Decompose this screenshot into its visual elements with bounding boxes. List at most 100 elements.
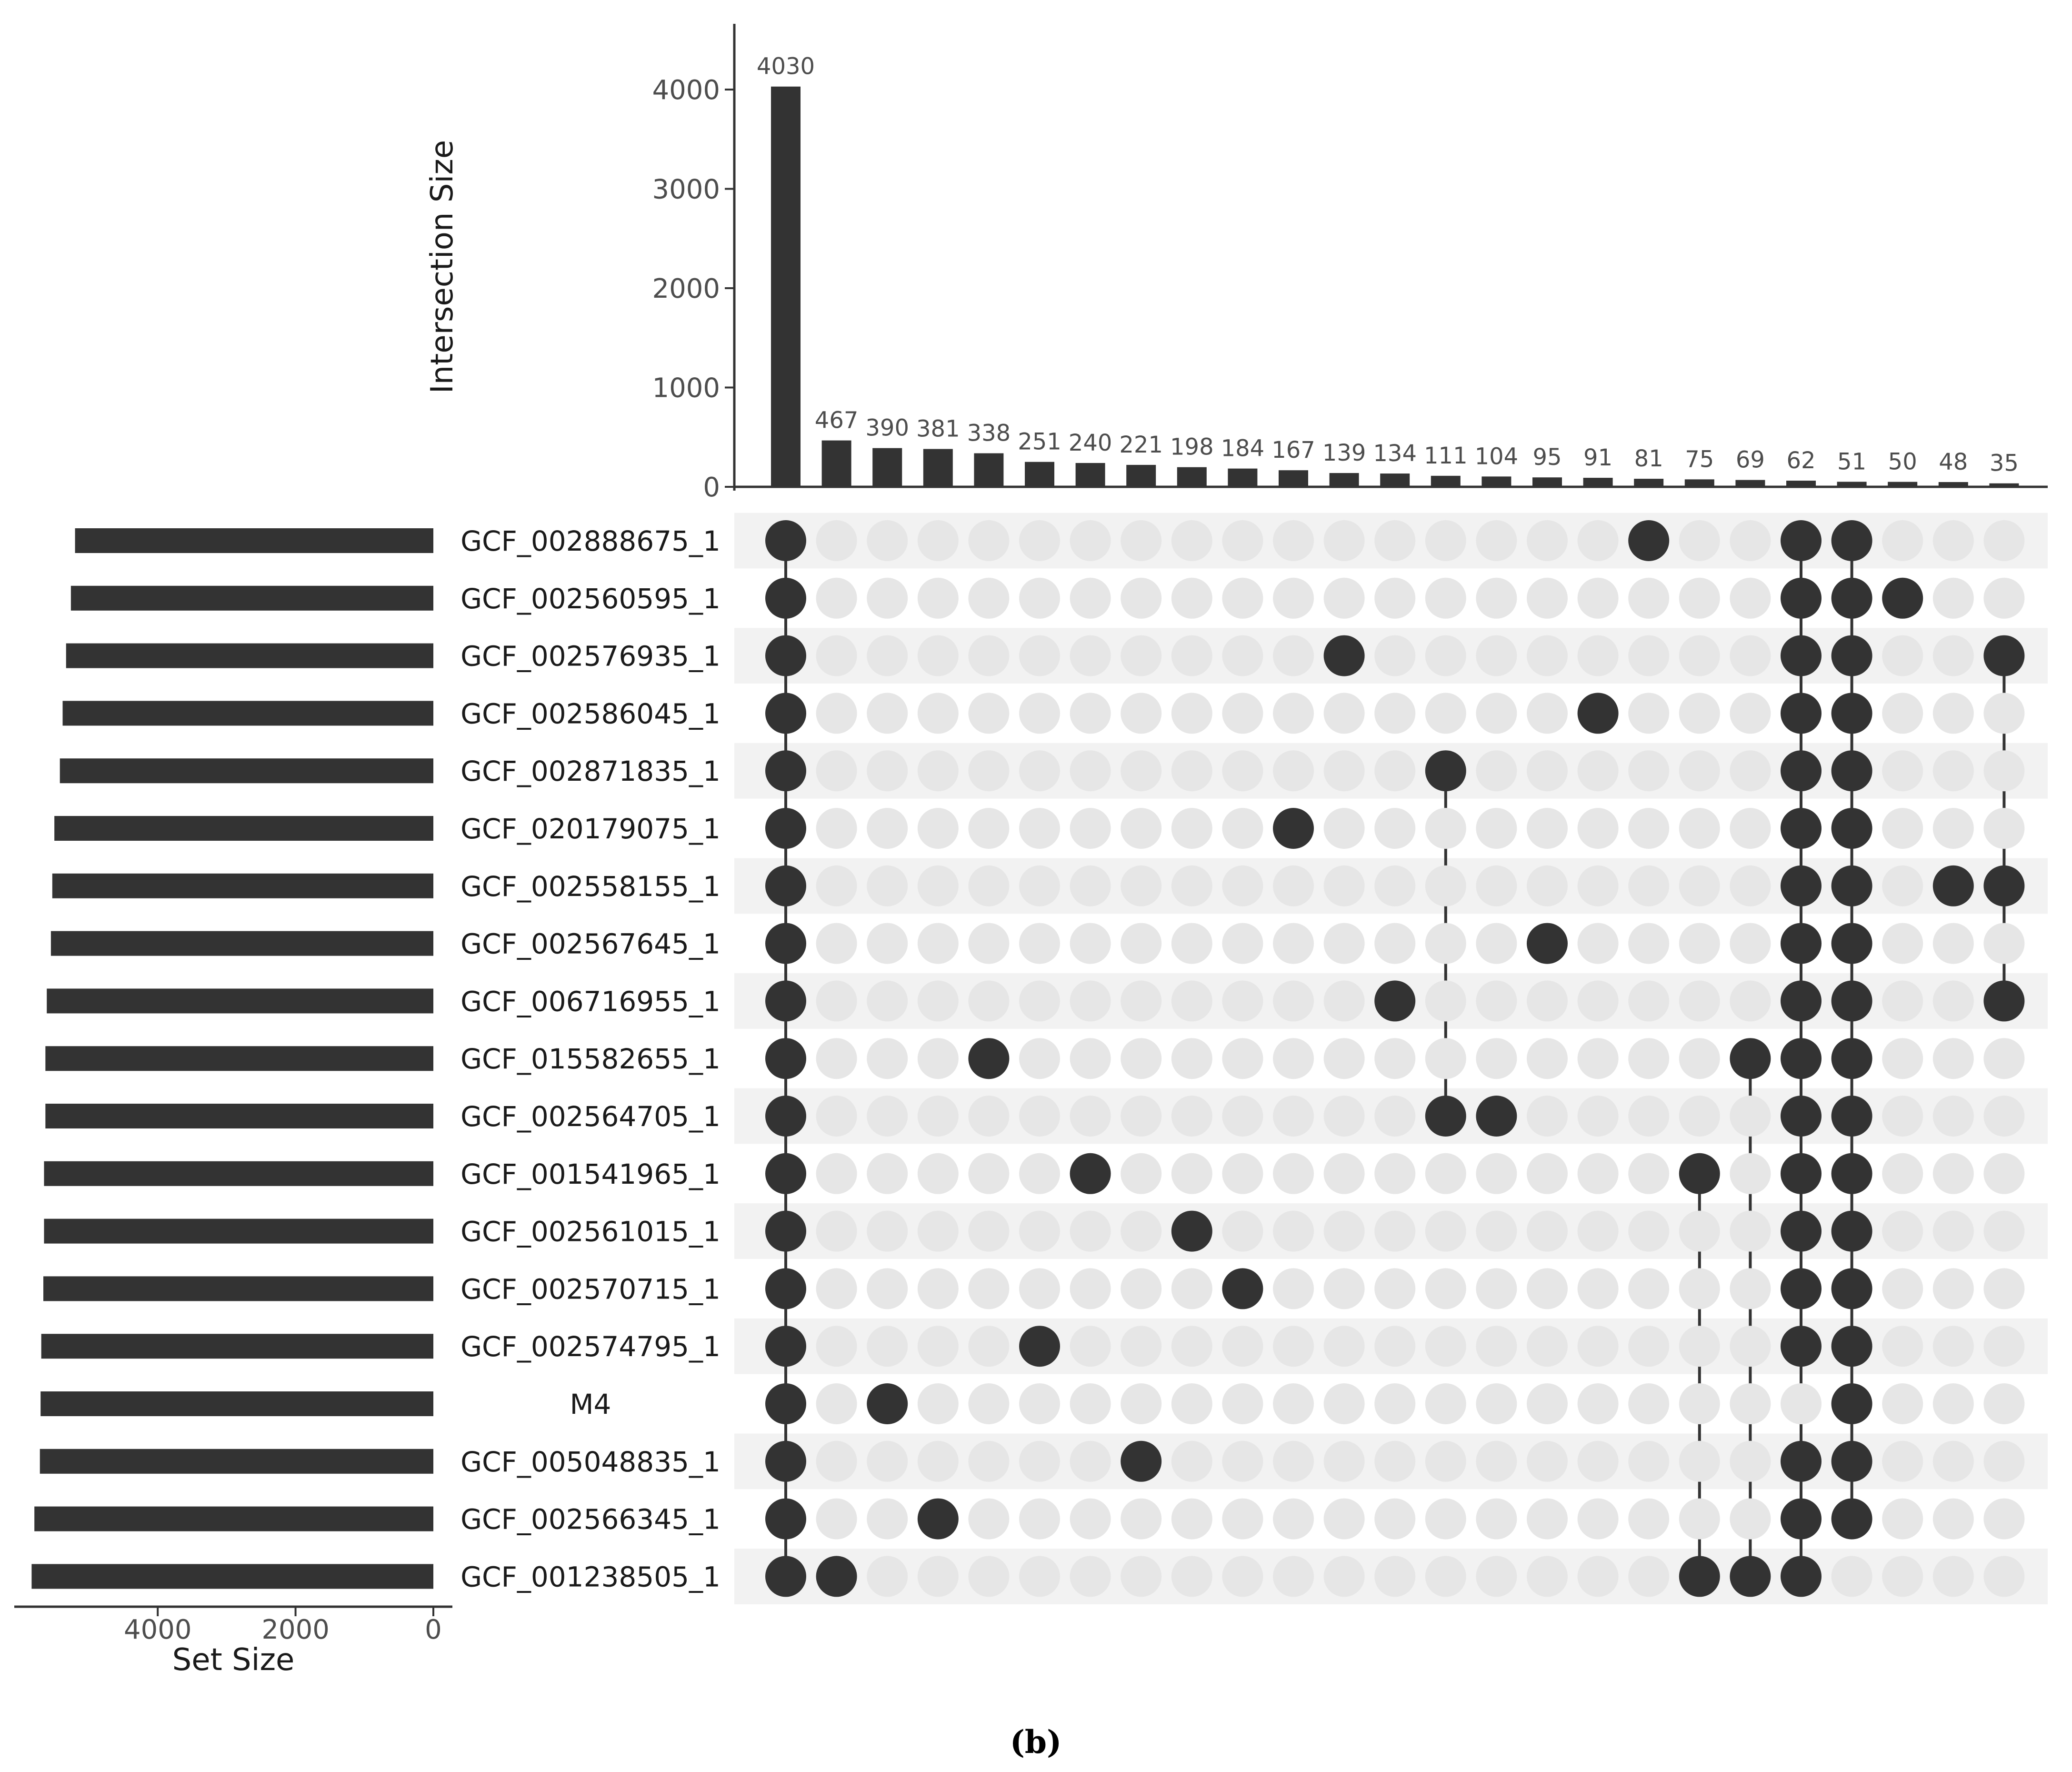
matrix-dot-inactive (816, 1038, 857, 1079)
matrix-dot-inactive (917, 980, 959, 1022)
matrix-dot-inactive (1070, 693, 1111, 734)
matrix-dot-inactive (1121, 1498, 1162, 1540)
matrix-dot-active (1781, 1210, 1822, 1252)
matrix-dot-inactive (1121, 1556, 1162, 1597)
matrix-dot-active (1781, 865, 1822, 906)
intersection-bar (1684, 479, 1714, 487)
matrix-dot-inactive (1323, 577, 1365, 619)
matrix-dot-inactive (1932, 1383, 1974, 1424)
matrix-dot-active (1781, 980, 1822, 1022)
matrix-dot-active (816, 1556, 857, 1597)
matrix-dot-inactive (867, 693, 908, 734)
set-label: GCF_020179075_1 (460, 813, 721, 845)
matrix-dot-inactive (1273, 1210, 1314, 1252)
intersection-bar (821, 440, 851, 487)
intersection-bar (1583, 478, 1613, 487)
matrix-dot-inactive (1730, 1210, 1771, 1252)
matrix-dot-inactive (1983, 693, 2025, 734)
matrix-dot-inactive (816, 693, 857, 734)
intersection-bar (771, 86, 801, 487)
matrix-dot-inactive (1070, 750, 1111, 792)
matrix-dot-inactive (867, 1556, 908, 1597)
set-size-tick-label: 2000 (261, 1614, 330, 1645)
matrix-dot-inactive (1527, 808, 1568, 849)
matrix-dot-inactive (1425, 577, 1466, 619)
matrix-dot-inactive (1628, 923, 1670, 964)
matrix-dot-active (765, 865, 806, 906)
matrix-dot-inactive (1425, 1556, 1466, 1597)
matrix-dot-inactive (1019, 1038, 1060, 1079)
matrix-dot-inactive (917, 1038, 959, 1079)
matrix-dot-inactive (1577, 1096, 1619, 1137)
matrix-dot-inactive (1932, 1498, 1974, 1540)
matrix-dot-inactive (1171, 1268, 1212, 1309)
matrix-dot-inactive (1323, 1210, 1365, 1252)
matrix-dot-active (1983, 980, 2025, 1022)
intersection-bar-label: 338 (967, 420, 1011, 447)
matrix-dot-inactive (1171, 1326, 1212, 1367)
set-size-axis: Set Size 4000 2000 0 (14, 1605, 452, 1678)
matrix-dot-inactive (1577, 1268, 1619, 1309)
matrix-dot-inactive (1577, 635, 1619, 676)
matrix-dot-inactive (1070, 808, 1111, 849)
matrix-dot-inactive (1323, 1153, 1365, 1194)
figure-caption: (b) (1010, 1723, 1062, 1761)
matrix-dot-inactive (1222, 923, 1263, 964)
matrix-dot-inactive (1121, 1268, 1162, 1309)
set-size-bars (31, 528, 434, 1589)
matrix-dot-inactive (1273, 1326, 1314, 1367)
matrix-dot-active (1983, 865, 2025, 906)
intersection-bar (1279, 470, 1308, 487)
matrix-dot-active (1932, 865, 1974, 906)
matrix-dot-inactive (1070, 865, 1111, 906)
set-label: GCF_002560595_1 (460, 583, 721, 615)
matrix-dot-inactive (1882, 1038, 1923, 1079)
matrix-dot-inactive (867, 923, 908, 964)
matrix-dot-inactive (1476, 693, 1517, 734)
set-size-bar (45, 1046, 434, 1071)
intersection-y-tick-label: 0 (703, 472, 720, 503)
matrix-dot-inactive (1628, 1210, 1670, 1252)
matrix-dot-inactive (1273, 1383, 1314, 1424)
matrix-dot-inactive (1019, 865, 1060, 906)
matrix-dot-inactive (1730, 635, 1771, 676)
matrix-dot-active (765, 750, 806, 792)
matrix-dot-inactive (1323, 1096, 1365, 1137)
matrix-dot-inactive (1374, 1268, 1416, 1309)
matrix-dot-inactive (1323, 923, 1365, 964)
matrix-dot-inactive (917, 577, 959, 619)
matrix-dot-inactive (816, 808, 857, 849)
matrix-dot-inactive (1273, 1038, 1314, 1079)
matrix-dot-inactive (1577, 1440, 1619, 1482)
matrix-dot-inactive (1628, 693, 1670, 734)
matrix-dot-inactive (968, 520, 1010, 561)
matrix-dot-active (1679, 1153, 1720, 1194)
intersection-bar-label: 75 (1685, 446, 1714, 473)
matrix-dot-inactive (1679, 808, 1720, 849)
matrix-dot-inactive (1983, 1038, 2025, 1079)
matrix-dot-inactive (1323, 1268, 1365, 1309)
matrix-dot-inactive (1932, 1268, 1974, 1309)
intersection-bar-label: 198 (1170, 434, 1214, 461)
matrix-dot-inactive (1121, 1153, 1162, 1194)
matrix-dot-active (1781, 1038, 1822, 1079)
matrix-dot-inactive (1425, 1210, 1466, 1252)
matrix-dot-inactive (1374, 1326, 1416, 1367)
set-label: GCF_002558155_1 (460, 870, 721, 903)
matrix-dot-inactive (1983, 1096, 2025, 1137)
matrix-dot-inactive (1983, 750, 2025, 792)
matrix-dot-inactive (1679, 693, 1720, 734)
matrix-dot-inactive (1679, 1383, 1720, 1424)
matrix-dot-inactive (1679, 980, 1720, 1022)
matrix-dot-active (917, 1498, 959, 1540)
matrix-dot-inactive (968, 1153, 1010, 1194)
matrix-dot-active (1781, 1326, 1822, 1367)
set-label: GCF_001238505_1 (460, 1561, 721, 1593)
matrix-dot-active (1781, 808, 1822, 849)
matrix-dot-active (1781, 923, 1822, 964)
set-label: GCF_002564705_1 (460, 1100, 721, 1133)
matrix-dot-inactive (1222, 1383, 1263, 1424)
matrix-dot-inactive (968, 1096, 1010, 1137)
matrix-dot-inactive (1882, 923, 1923, 964)
